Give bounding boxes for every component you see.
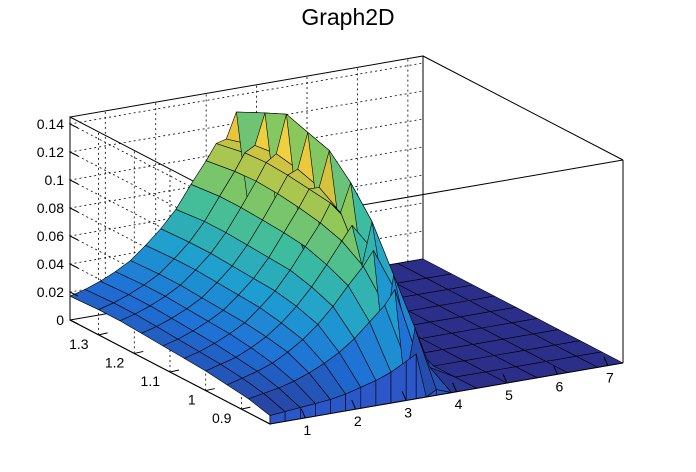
- y-tick-label: 1.2: [105, 354, 125, 370]
- y-tick: [134, 350, 144, 354]
- y-tick-label: 1: [188, 392, 196, 408]
- y-tick-label: 0.9: [212, 410, 232, 426]
- frame-edge: [422, 55, 624, 161]
- x-tick: [502, 373, 508, 384]
- z-tick: [69, 207, 79, 213]
- y-tick: [241, 406, 251, 410]
- x-tick-label: 4: [455, 396, 463, 412]
- z-tick-label: 0.08: [37, 200, 64, 216]
- y-tick-label: 1.1: [141, 373, 161, 389]
- z-tick-label: 0.06: [37, 228, 64, 244]
- z-tick: [69, 263, 79, 269]
- x-tick-label: 2: [354, 413, 362, 429]
- x-tick-label: 5: [505, 387, 513, 403]
- x-tick-label: 7: [606, 370, 614, 386]
- x-tick: [452, 382, 458, 392]
- x-tick: [351, 399, 357, 410]
- z-tick: [69, 319, 79, 325]
- z-tick-label: 0: [56, 312, 64, 328]
- x-tick-label: 6: [556, 378, 564, 394]
- x-tick-label: 1: [303, 422, 311, 438]
- x-tick: [401, 391, 407, 401]
- z-tick-label: 0.1: [45, 172, 65, 188]
- y-tick-label: 1.3: [69, 336, 89, 352]
- surface-skirt: [405, 353, 417, 401]
- z-tick: [69, 123, 79, 129]
- z-tick-label: 0.12: [37, 144, 64, 160]
- z-tick-label: 0.14: [37, 116, 64, 132]
- y-tick: [205, 388, 215, 392]
- x-tick: [300, 408, 306, 419]
- z-tick-label: 0.04: [37, 256, 64, 272]
- x-tick-label: 3: [404, 404, 412, 420]
- z-tick: [69, 151, 79, 157]
- y-tick: [98, 332, 108, 336]
- x-axis: [269, 362, 624, 425]
- z-tick: [69, 235, 79, 241]
- chart-title: Graph2D: [301, 4, 395, 30]
- z-tick-label: 0.02: [37, 284, 64, 300]
- z-tick: [69, 179, 79, 185]
- z-tick: [69, 291, 79, 297]
- y-tick: [169, 369, 180, 373]
- x-tick: [552, 365, 558, 375]
- x-tick: [603, 356, 609, 366]
